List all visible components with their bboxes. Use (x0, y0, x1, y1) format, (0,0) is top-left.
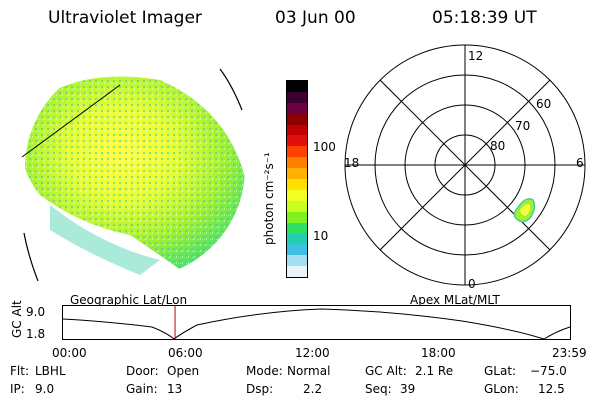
timeline-left-title: Geographic Lat/Lon (70, 293, 188, 307)
timeline-xtick-2359: 23:59 (552, 346, 587, 360)
instrument-title: Ultraviolet Imager (48, 8, 202, 28)
colorbar-segment (287, 189, 307, 201)
polar-lat-label-70: 70 (515, 119, 530, 133)
flt-value: LBHL (35, 364, 66, 378)
polar-label-left: 18 (344, 156, 359, 170)
timeline-xtick-0600: 06:00 (168, 346, 203, 360)
timeline-xtick-0000: 00:00 (52, 346, 87, 360)
time-label: 05:18:39 UT (432, 8, 537, 28)
aurora-blob (513, 198, 536, 223)
colorbar-segment (287, 135, 307, 147)
polar-plot: 12 18 6 0 60 70 80 (344, 44, 586, 291)
glat-label: GLat: (484, 364, 517, 378)
timeline-frame (62, 305, 571, 340)
seq-label: Seq: (365, 382, 392, 396)
colorbar-segment (287, 255, 307, 267)
polar-label-bottom: 0 (468, 277, 476, 291)
colorbar-segment (287, 91, 307, 103)
color-bar (286, 80, 308, 278)
colorbar-tick-10: 10 (313, 229, 329, 243)
colorbar-segment (287, 233, 307, 245)
colorbar-segment (287, 168, 307, 180)
colorbar-segment (287, 200, 307, 212)
dsp-label: Dsp: (246, 382, 274, 396)
flt-label: Flt: (10, 364, 29, 378)
timeline-ytick-low: 1.8 (26, 327, 46, 341)
geographic-image (21, 68, 245, 282)
colorbar-segment (287, 266, 307, 278)
aurora-emission (25, 76, 245, 278)
timeline-right-title: Apex MLat/MLT (410, 293, 500, 307)
colorbar-segment (287, 211, 307, 223)
polar-lat-label-80: 80 (490, 139, 505, 153)
mode-value: Normal (287, 364, 331, 378)
door-label: Door: (126, 364, 159, 378)
door-value: Open (167, 364, 200, 378)
dsp-value: 2.2 (303, 382, 323, 396)
mode-label: Mode: (246, 364, 283, 378)
gcalt-label: GC Alt: (365, 364, 407, 378)
colorbar-segment (287, 113, 307, 125)
timeline-axis-title: GC Alt (10, 300, 24, 338)
gain-value: 13 (167, 382, 183, 396)
colorbar-segment (287, 146, 307, 158)
colorbar-segment (287, 222, 307, 234)
seq-value: 39 (400, 382, 416, 396)
ip-label: IP: (10, 382, 25, 396)
ip-value: 9.0 (35, 382, 55, 396)
limb-arc-top (219, 68, 243, 111)
timeline-xtick-1200: 12:00 (295, 346, 330, 360)
polar-lat-label-60: 60 (536, 97, 551, 111)
altitude-timeline (62, 305, 571, 340)
glat-value: −75.0 (530, 364, 567, 378)
polar-label-top: 12 (468, 49, 483, 63)
colorbar-segment (287, 157, 307, 169)
limb-arc-bottom (23, 232, 39, 282)
gcalt-value: 2.1 Re (415, 364, 454, 378)
colorbar-segment (287, 244, 307, 256)
timeline-xtick-1800: 18:00 (421, 346, 456, 360)
colorbar-tick-100: 100 (313, 140, 336, 154)
gain-label: Gain: (126, 382, 158, 396)
terminator-line (21, 84, 121, 158)
colorbar-segment (287, 102, 307, 114)
colorbar-segment (287, 81, 307, 92)
polar-diagonal-2 (379, 79, 551, 251)
colorbar-segment (287, 124, 307, 136)
glon-value: 12.5 (538, 382, 565, 396)
date-label: 03 Jun 00 (275, 8, 356, 28)
colorbar-unit-label: photon cm⁻²s⁻¹ (262, 152, 276, 245)
polar-label-right: 6 (576, 156, 584, 170)
altitude-curve (62, 308, 571, 340)
glon-label: GLon: (484, 382, 519, 396)
timeline-ytick-high: 9.0 (26, 305, 46, 319)
colorbar-segment (287, 179, 307, 190)
